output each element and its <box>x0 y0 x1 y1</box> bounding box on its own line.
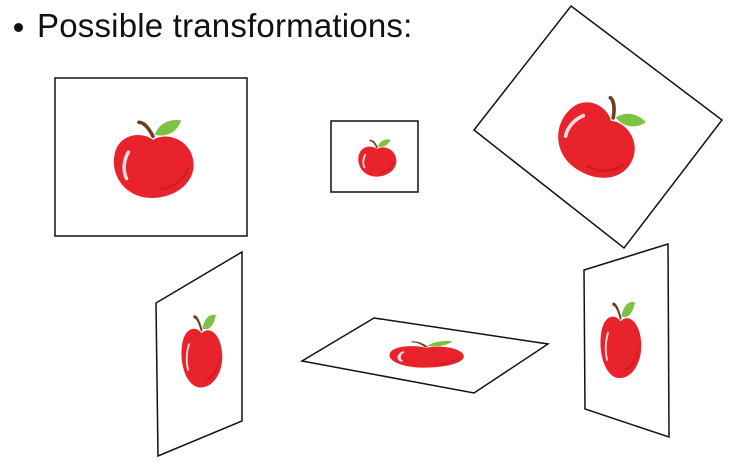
perspective-left-frame <box>155 250 243 458</box>
bullet-item: Possible transformations: <box>14 4 413 48</box>
perspective-right-frame <box>583 242 670 439</box>
apple-icon <box>387 339 466 370</box>
original-frame <box>54 77 248 237</box>
bullet-text: Possible transformations: <box>37 7 413 44</box>
apple-icon <box>598 300 643 380</box>
apple-icon <box>112 118 196 200</box>
bullet-dot <box>14 22 23 32</box>
apple-icon <box>357 138 398 178</box>
scaled-frame <box>330 120 419 193</box>
apple-icon <box>541 78 659 195</box>
rotated-frame <box>472 4 724 250</box>
apple-icon <box>179 313 224 390</box>
perspective-flat-frame <box>299 317 551 394</box>
